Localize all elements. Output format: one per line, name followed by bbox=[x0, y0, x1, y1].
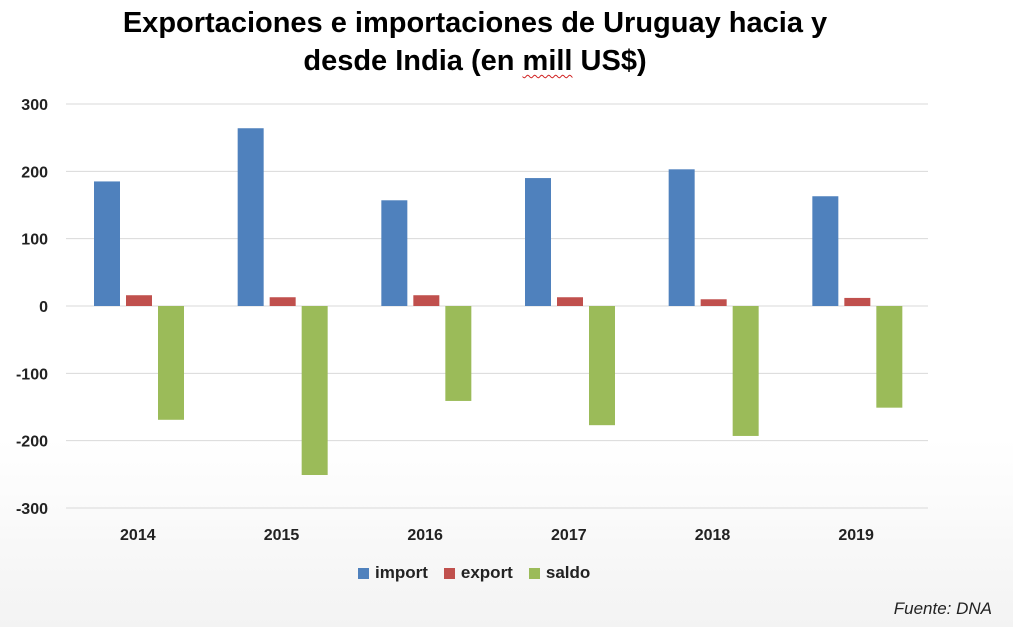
x-tick-label: 2017 bbox=[551, 527, 587, 544]
bar-import-2018 bbox=[668, 169, 695, 306]
x-tick-label: 2014 bbox=[120, 527, 156, 544]
legend-swatch-import bbox=[358, 567, 369, 579]
bar-import-2014 bbox=[94, 181, 120, 306]
y-tick-label: -300 bbox=[16, 501, 48, 518]
chart-title: Exportaciones e importaciones de Uruguay… bbox=[0, 4, 950, 80]
y-axis: 300 200 100 0 -100 -200 -300 bbox=[16, 97, 48, 518]
legend-item-export: export bbox=[443, 563, 513, 583]
x-tick-label: 2019 bbox=[838, 527, 874, 544]
bar-saldo-2014 bbox=[158, 306, 184, 420]
title-part-mill: mill bbox=[522, 45, 573, 77]
title-part-pre: desde India (en bbox=[303, 45, 523, 77]
legend-item-saldo: saldo bbox=[528, 563, 591, 583]
bar-saldo-2016 bbox=[445, 306, 472, 401]
y-tick-label: 0 bbox=[39, 299, 48, 316]
bars bbox=[94, 128, 903, 476]
y-tick-label: 300 bbox=[21, 97, 48, 114]
y-tick-label: 100 bbox=[21, 232, 48, 249]
bar-import-2017 bbox=[525, 178, 551, 306]
legend-label-import: import bbox=[375, 563, 428, 582]
chart-title-line-1: Exportaciones e importaciones de Uruguay… bbox=[122, 7, 828, 39]
bar-export-2017 bbox=[557, 297, 583, 306]
bar-import-2019 bbox=[812, 196, 839, 306]
bar-saldo-2019 bbox=[876, 306, 903, 408]
bar-saldo-2018 bbox=[732, 306, 759, 436]
source-note: Fuente: DNA bbox=[893, 599, 992, 618]
legend-label-export: export bbox=[460, 563, 513, 582]
y-tick-label: 200 bbox=[21, 164, 48, 181]
x-tick-label: 2018 bbox=[695, 527, 731, 544]
bar-import-2016 bbox=[381, 200, 408, 306]
legend-label-saldo: saldo bbox=[545, 563, 591, 582]
bar-saldo-2017 bbox=[589, 306, 615, 426]
x-axis: 2014 2015 2016 2017 2018 2019 bbox=[120, 527, 874, 544]
gridlines bbox=[66, 103, 928, 509]
legend-swatch-export bbox=[443, 567, 455, 579]
bar-export-2019 bbox=[844, 297, 871, 306]
bar-import-2015 bbox=[237, 128, 264, 306]
title-part-post: US$) bbox=[572, 45, 647, 77]
y-tick-label: -100 bbox=[16, 366, 48, 383]
x-tick-label: 2015 bbox=[264, 527, 300, 544]
chart-title-line-2: desde India (en mill US$) bbox=[0, 42, 950, 80]
legend-item-import: import bbox=[358, 563, 428, 583]
bar-export-2014 bbox=[126, 295, 152, 306]
bar-export-2015 bbox=[269, 297, 296, 306]
bar-export-2016 bbox=[413, 295, 440, 306]
bar-saldo-2015 bbox=[301, 306, 328, 476]
legend-swatch-saldo bbox=[528, 567, 540, 579]
x-tick-label: 2016 bbox=[407, 527, 443, 544]
legend: import export saldo bbox=[358, 563, 590, 583]
bar-export-2018 bbox=[700, 299, 727, 306]
y-tick-label: -200 bbox=[16, 434, 48, 451]
